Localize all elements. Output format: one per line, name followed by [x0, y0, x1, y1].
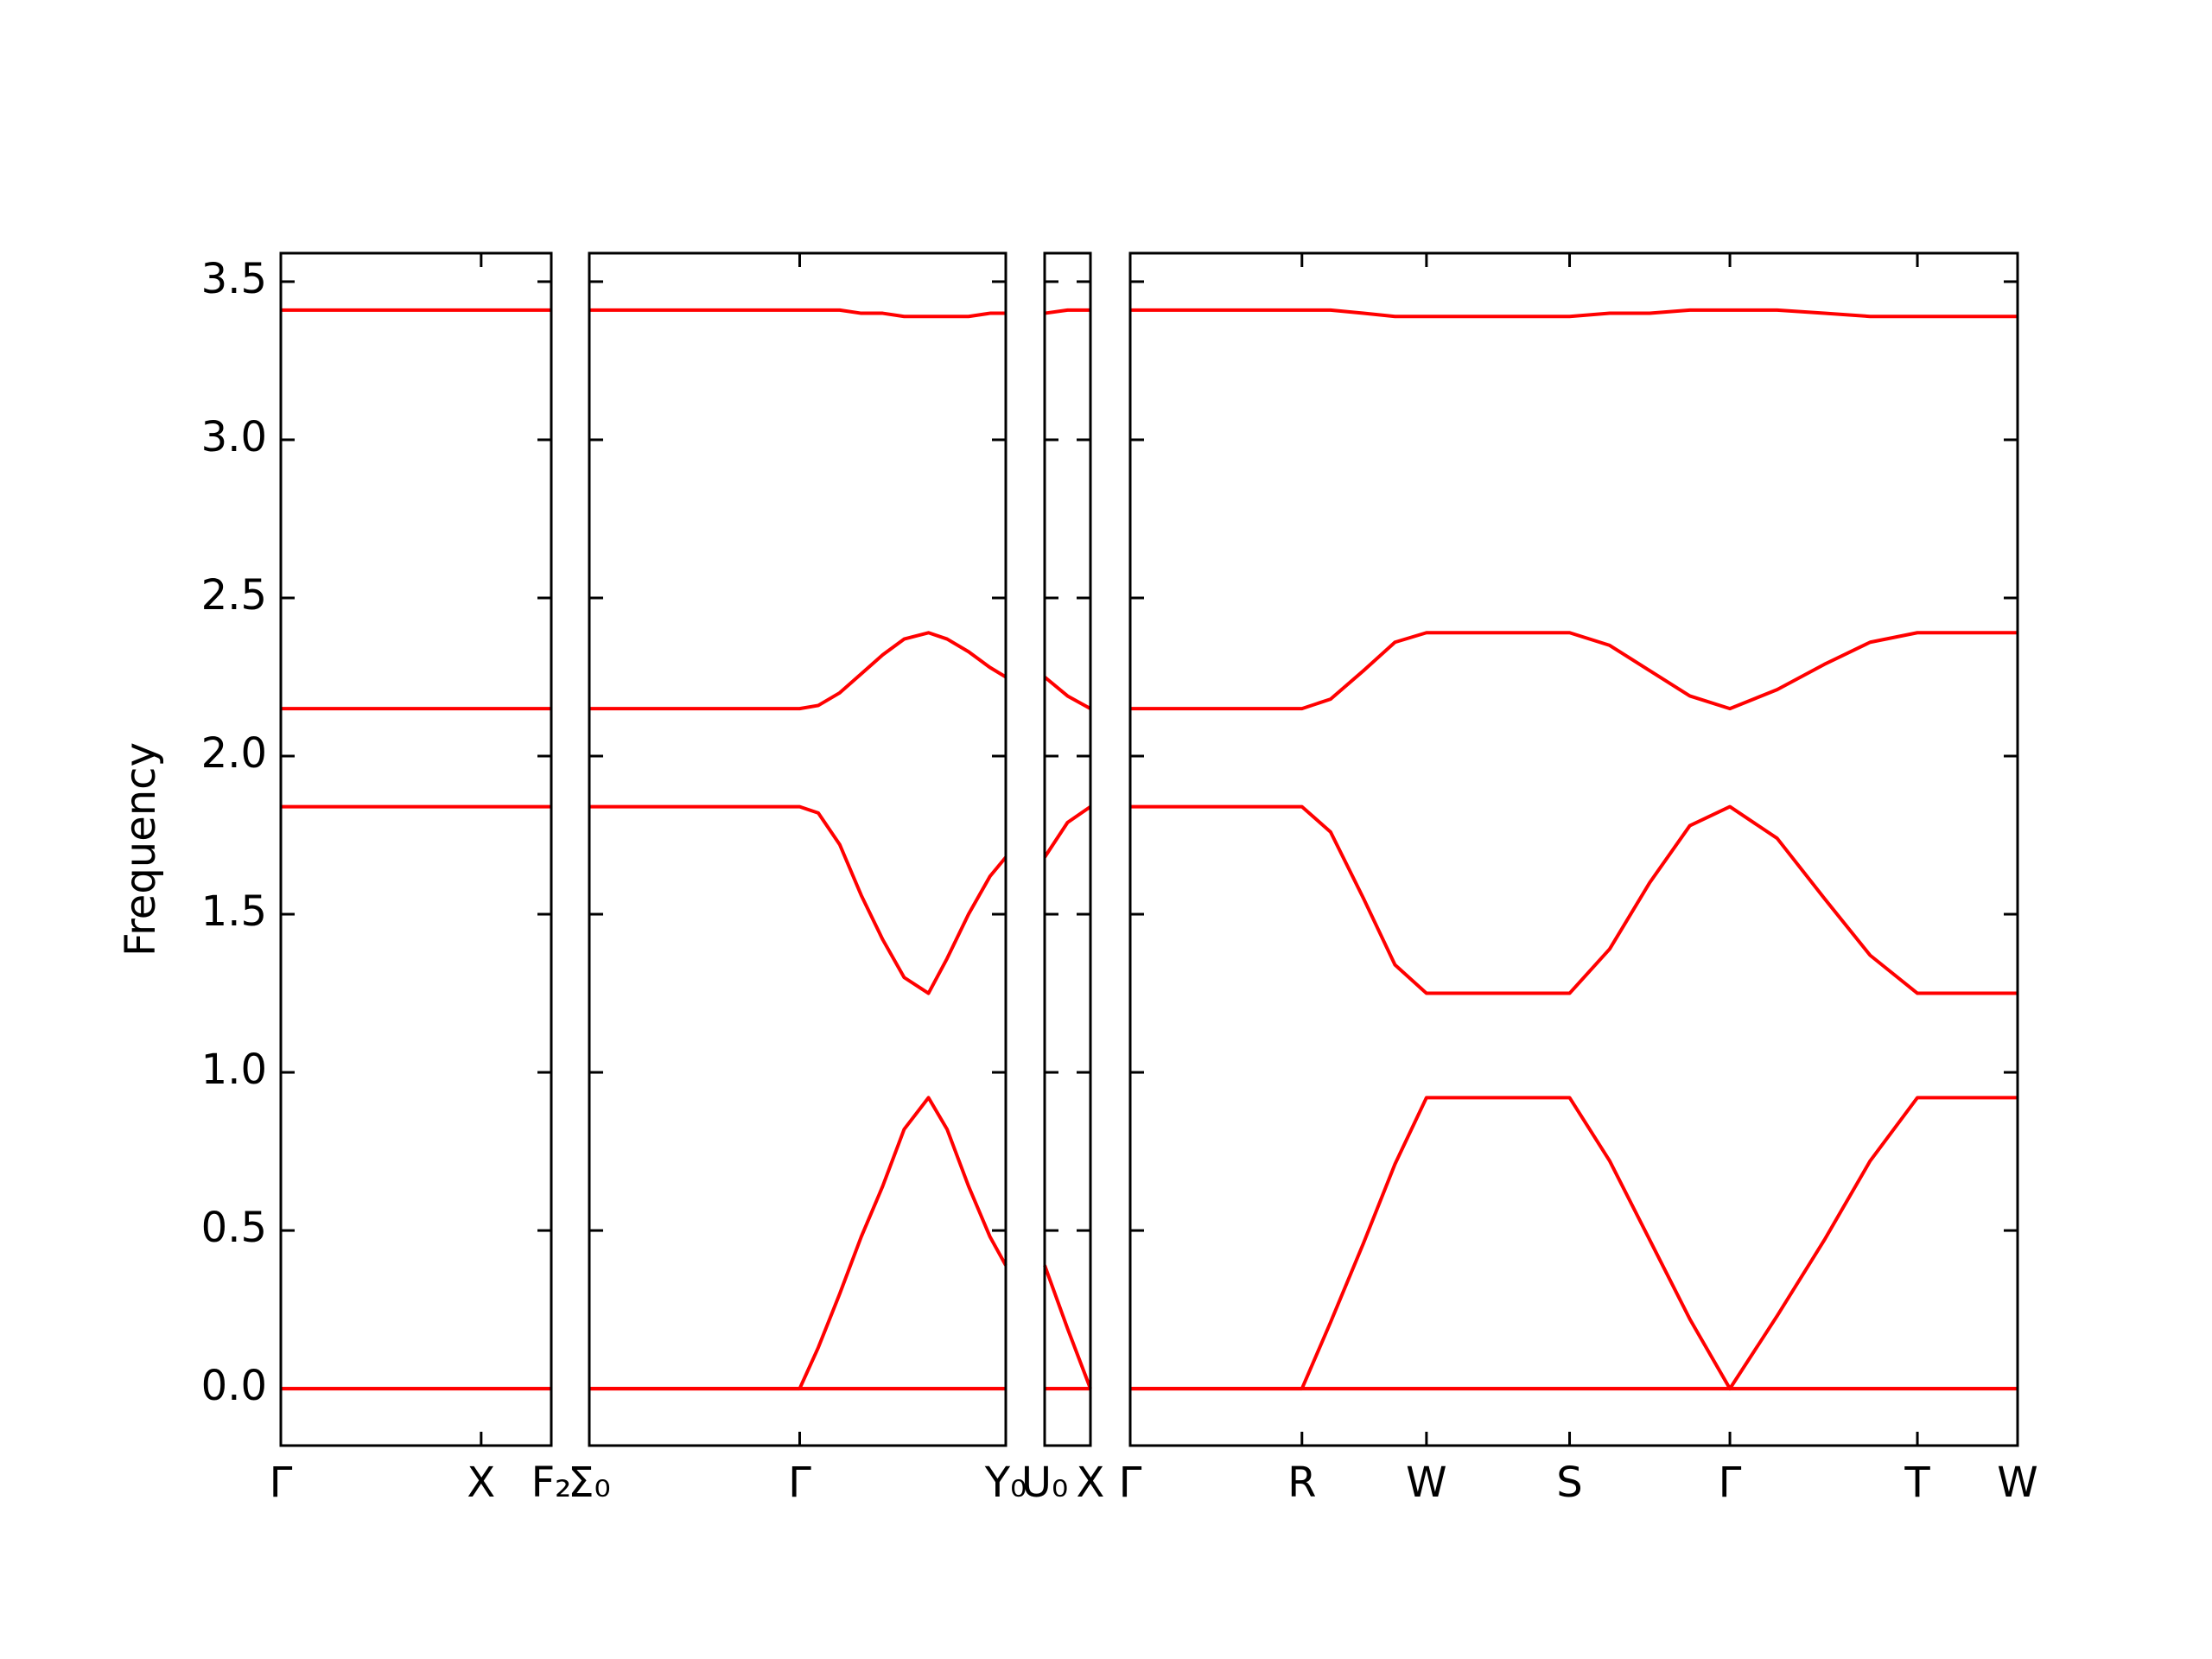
band-line: [1130, 631, 2018, 711]
y-tick-label: 1.5: [201, 887, 267, 936]
band-line: [1043, 1264, 1092, 1389]
y-tick-label: 0.0: [201, 1362, 267, 1410]
band-line: [1043, 675, 1091, 710]
band-line: [1130, 804, 2018, 995]
x-tick-label: T: [1904, 1459, 1930, 1507]
band-line: [589, 308, 1006, 319]
x-tick-label: Γ: [1119, 1459, 1142, 1507]
y-tick-label: 1.0: [201, 1046, 267, 1094]
x-tick-label: F₂: [531, 1459, 572, 1507]
x-tick-label: X: [1077, 1459, 1105, 1507]
x-tick-label: S: [1556, 1459, 1582, 1507]
x-tick-label: Σ₀: [568, 1459, 611, 1507]
x-tick-label: Γ: [270, 1459, 293, 1507]
x-tick-label: U₀: [1021, 1459, 1068, 1507]
y-tick-label: 3.5: [201, 255, 267, 303]
y-tick-label: 2.0: [201, 729, 267, 778]
band-line: [1130, 308, 2018, 319]
band-line: [1130, 1096, 2018, 1391]
band-line: [1044, 308, 1090, 315]
y-tick-label: 2.5: [201, 571, 267, 620]
panel-frame: [1043, 251, 1092, 1447]
band-line: [1043, 804, 1092, 859]
y-tick-label: 3.0: [201, 413, 267, 461]
y-tick-label: 0.5: [201, 1204, 267, 1252]
panel-frame: [279, 251, 553, 1447]
x-tick-label: W: [1406, 1459, 1446, 1507]
x-tick-label: X: [467, 1459, 495, 1507]
x-tick-label: Y₀: [984, 1459, 1027, 1507]
band-line: [589, 631, 1007, 711]
x-tick-label: Γ: [788, 1459, 811, 1507]
panel-frame: [1128, 251, 2019, 1447]
x-tick-label: W: [1997, 1459, 2037, 1507]
panel-frame: [588, 251, 1007, 1447]
x-tick-label: Γ: [1719, 1459, 1742, 1507]
band-line: [589, 804, 1007, 995]
y-axis-label: Frequency: [117, 742, 165, 957]
x-tick-label: R: [1287, 1459, 1316, 1507]
band-line: [589, 1096, 1007, 1391]
